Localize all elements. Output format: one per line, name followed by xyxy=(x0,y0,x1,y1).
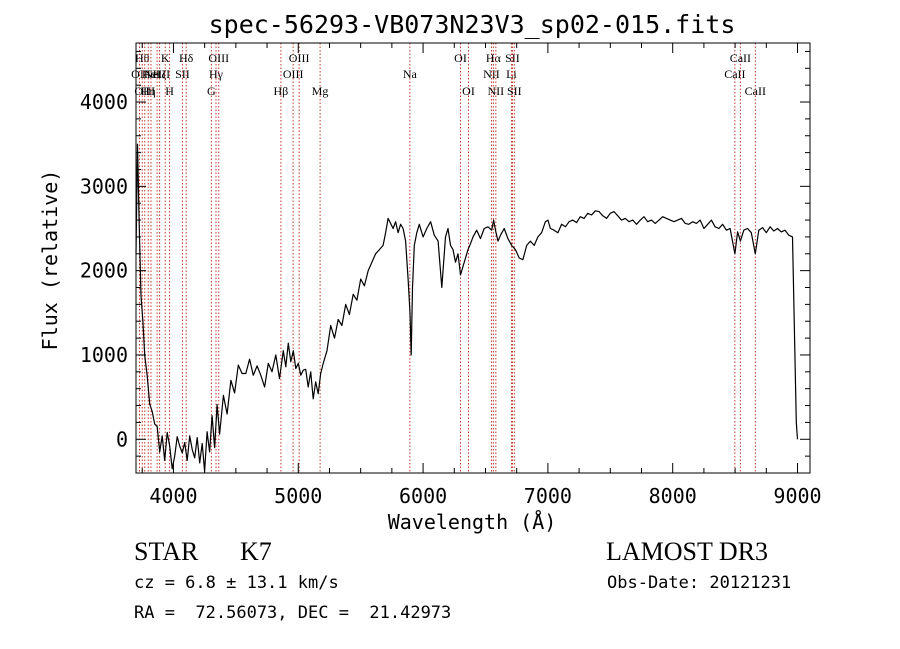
line-label-2: OIII xyxy=(134,84,155,98)
line-label-20: OI xyxy=(462,84,475,98)
line-label-24: Li xyxy=(506,67,517,81)
line-label-1: Hθ xyxy=(135,51,150,65)
x-tick-label-2: 6000 xyxy=(399,484,447,508)
line-label-5: NeIII xyxy=(144,67,170,81)
line-label-17: Mg xyxy=(312,84,329,98)
line-label-13: OIII xyxy=(208,51,229,65)
line-label-6: Hζ xyxy=(153,67,167,81)
line-label-23: NII xyxy=(488,84,505,98)
y-axis-label: Flux (relative) xyxy=(38,170,62,351)
spectrum-line-0 xyxy=(135,143,799,472)
line-label-16: OIII xyxy=(289,51,310,65)
survey-name: LAMOST DR3 xyxy=(606,537,769,566)
line-label-15: OIII xyxy=(283,67,304,81)
line-label-21: NII xyxy=(483,67,500,81)
line-label-22: Hα xyxy=(486,51,502,65)
redshift-velocity: cz = 6.8 ± 13.1 km/s xyxy=(134,573,339,593)
y-tick-label-1: 1000 xyxy=(80,343,128,367)
y-tick-label-3: 3000 xyxy=(80,174,128,198)
line-label-27: CaII xyxy=(724,67,745,81)
x-tick-label-1: 5000 xyxy=(274,484,322,508)
line-label-18: Na xyxy=(403,67,418,81)
line-label-26: SII xyxy=(507,84,522,98)
spectral-line-markers: OIIHθOIIIHηHeINeIIIHζKHSIIHδGHγOIIIHβOII… xyxy=(131,43,766,473)
line-label-0: OII xyxy=(131,67,148,81)
line-label-4: HeI xyxy=(142,67,160,81)
x-tick-label-3: 7000 xyxy=(524,484,572,508)
x-axis-label: Wavelength (Å) xyxy=(388,510,557,534)
line-label-11: G xyxy=(207,84,216,98)
plot-frame xyxy=(135,42,811,474)
spectrum-series xyxy=(135,143,799,472)
line-label-19: OI xyxy=(454,51,467,65)
x-tick-label-5: 9000 xyxy=(773,484,821,508)
y-tick-label-2: 2000 xyxy=(80,259,128,283)
x-tick-label-4: 8000 xyxy=(649,484,697,508)
object-subclass: K7 xyxy=(240,537,272,566)
object-class: STAR xyxy=(134,537,199,566)
line-label-8: H xyxy=(165,84,174,98)
line-label-28: CaII xyxy=(730,51,751,65)
line-label-7: K xyxy=(161,51,170,65)
observation-date: Obs-Date: 20121231 xyxy=(607,573,792,593)
x-tick-label-0: 4000 xyxy=(149,484,197,508)
y-tick-label-4: 4000 xyxy=(80,90,128,114)
line-label-29: CaII xyxy=(745,84,766,98)
line-label-12: Hγ xyxy=(209,67,224,81)
line-label-10: Hδ xyxy=(179,51,194,65)
line-label-14: Hβ xyxy=(274,84,289,98)
line-label-3: Hη xyxy=(141,84,156,98)
y-tick-label-0: 0 xyxy=(116,427,128,451)
chart-title: spec-56293-VB073N23V3_sp02-015.fits xyxy=(209,10,736,39)
ra-dec-coordinates: RA = 72.56073, DEC = 21.42973 xyxy=(134,603,452,623)
axis-ticks: 4000 5000 6000 7000 8000 9000 0 1000 2000 3000 400… xyxy=(80,43,822,508)
line-label-25: SII xyxy=(505,51,520,65)
line-label-9: SII xyxy=(175,67,190,81)
